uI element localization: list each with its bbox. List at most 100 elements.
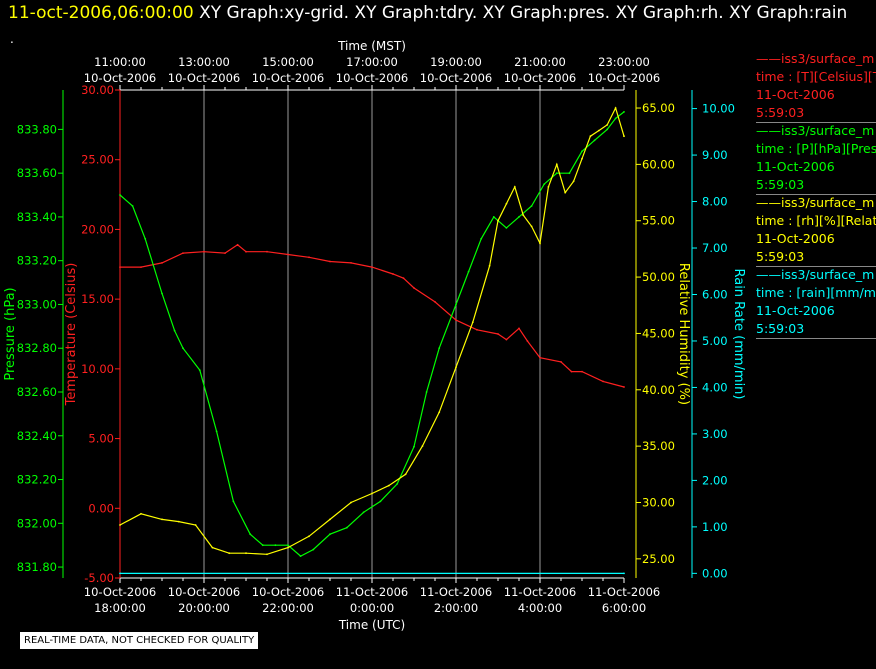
data-point-temperature <box>518 327 520 330</box>
x-tick-label-bottom: 10-Oct-2006 <box>252 585 324 599</box>
data-point-temperature <box>308 256 310 259</box>
rh-axis-tick-label: 25.00 <box>642 552 675 566</box>
data-point-rh <box>404 473 407 476</box>
temperature-axis-tick-label: 15.00 <box>81 292 114 306</box>
data-point-pressure <box>543 183 546 186</box>
legend-divider <box>756 338 876 339</box>
legend-date-text: 11-Oct-2006 <box>756 231 835 246</box>
legend-swatch: —— <box>756 195 781 210</box>
x-tick-label-bottom: 11-Oct-2006 <box>336 585 408 599</box>
x-tick-label-top: 10-Oct-2006 <box>336 71 408 85</box>
x-axis-label-top: Time (MST) <box>337 39 406 53</box>
pressure-axis-tick-label: 833.20 <box>17 254 57 268</box>
data-point-pressure <box>215 430 218 433</box>
pressure-axis-tick-label: 831.80 <box>17 560 57 574</box>
data-point-rh <box>287 546 289 549</box>
data-point-temperature <box>236 243 239 246</box>
legend-time-text: 5:59:03 <box>756 249 805 264</box>
legend-series-name: ——iss3/surface_m <box>756 50 876 68</box>
data-point-pressure <box>287 544 289 547</box>
data-point-temperature <box>413 287 415 289</box>
data-point-pressure <box>438 347 441 350</box>
x-tick-label-bottom: 20:00:00 <box>178 601 230 615</box>
legend-series-field: time : [rh][%][Relativ <box>756 212 876 230</box>
data-point-pressure <box>182 347 184 350</box>
data-point-pressure <box>362 511 365 514</box>
data-point-pressure <box>505 227 508 229</box>
data-point-rh <box>623 135 625 138</box>
data-point-temperature <box>392 273 394 275</box>
x-tick-label-bottom: 18:00:00 <box>94 601 146 615</box>
rain-axis-tick-label: 2.00 <box>702 473 728 487</box>
temperature-axis-tick-label: 25.00 <box>81 153 114 167</box>
x-tick-label-top: 10-Oct-2006 <box>588 71 660 85</box>
data-point-rh <box>606 124 609 126</box>
legend-series-field: time : [rain][mm/min <box>756 284 876 302</box>
status-dot: . <box>10 32 14 46</box>
x-tick-label-bottom: 4:00:00 <box>518 601 562 615</box>
x-tick-label-top: 10-Oct-2006 <box>168 71 240 85</box>
legend-series-field-text: time : [P][hPa][Pres <box>756 141 876 156</box>
rh-axis-tick-label: 45.00 <box>642 326 675 340</box>
rh-axis-tick-label: 35.00 <box>642 439 675 453</box>
legend-divider <box>756 266 876 267</box>
data-point-pressure <box>161 292 163 295</box>
data-point-pressure <box>568 172 571 175</box>
data-point-pressure <box>173 329 176 332</box>
temperature-axis-tick-label: 10.00 <box>81 362 114 376</box>
legend-time: 5:59:03 <box>756 176 876 194</box>
rh-axis-tick-label: 40.00 <box>642 383 675 397</box>
x-tick-label-top: 21:00:00 <box>514 55 566 69</box>
x-tick-label-bottom: 10-Oct-2006 <box>84 585 156 599</box>
legend-series-name: ——iss3/surface_m <box>756 266 876 284</box>
data-point-temperature <box>570 370 573 373</box>
data-point-rh <box>350 501 352 504</box>
data-point-rain <box>119 572 121 575</box>
data-point-rh <box>119 524 121 526</box>
data-point-temperature <box>350 262 352 264</box>
legend-date: 11-Oct-2006 <box>756 158 876 176</box>
data-point-pressure <box>480 237 483 240</box>
x-tick-label-top: 23:00:00 <box>598 55 650 69</box>
legend-series-field-text: time : [rh][%][Relativ <box>756 213 876 228</box>
x-tick-label-bottom: 6:00:00 <box>602 601 646 615</box>
data-point-pressure <box>144 237 147 240</box>
x-tick-label-top: 17:00:00 <box>346 55 398 69</box>
data-point-temperature <box>182 252 184 255</box>
data-point-pressure <box>131 205 134 207</box>
temperature-axis-tick-label: 0.00 <box>88 501 114 515</box>
data-point-pressure <box>606 128 609 131</box>
legend-time-text: 5:59:03 <box>756 177 805 192</box>
temperature-axis-tick-label: 30.00 <box>81 83 114 97</box>
data-point-rh <box>329 518 331 521</box>
data-point-pressure <box>492 216 495 218</box>
series-rh <box>119 106 625 556</box>
rh-axis-title: Relative Humidity (%) <box>676 263 691 405</box>
rh-axis-tick-label: 30.00 <box>642 495 675 509</box>
series-temperature <box>119 243 625 388</box>
x-tick-label-top: 10-Oct-2006 <box>420 71 492 85</box>
pressure-axis-tick-label: 832.00 <box>17 516 57 530</box>
data-point-rh <box>228 552 231 555</box>
x-tick-label-bottom: 2:00:00 <box>434 601 478 615</box>
data-point-rh <box>564 191 567 194</box>
data-point-pressure <box>299 555 302 557</box>
data-point-rh <box>308 535 310 538</box>
data-point-pressure <box>614 117 617 120</box>
x-tick-label-top: 15:00:00 <box>262 55 314 69</box>
data-point-rh <box>161 518 163 521</box>
legend-time-text: 5:59:03 <box>756 105 805 120</box>
x-axis-label-bottom: Time (UTC) <box>338 618 405 632</box>
data-point-temperature <box>224 252 226 255</box>
data-point-pressure <box>593 139 596 142</box>
legend-time: 5:59:03 <box>756 320 876 338</box>
data-point-pressure <box>345 526 348 529</box>
legend-series-field: time : [P][hPa][Pres <box>756 140 876 158</box>
series-rain <box>119 572 625 575</box>
data-point-rh <box>371 492 373 495</box>
data-point-temperature <box>329 260 331 263</box>
x-tick-label-top: 19:00:00 <box>430 55 482 69</box>
data-point-pressure <box>274 544 277 547</box>
legend-series-name-text: iss3/surface_m <box>781 123 875 138</box>
